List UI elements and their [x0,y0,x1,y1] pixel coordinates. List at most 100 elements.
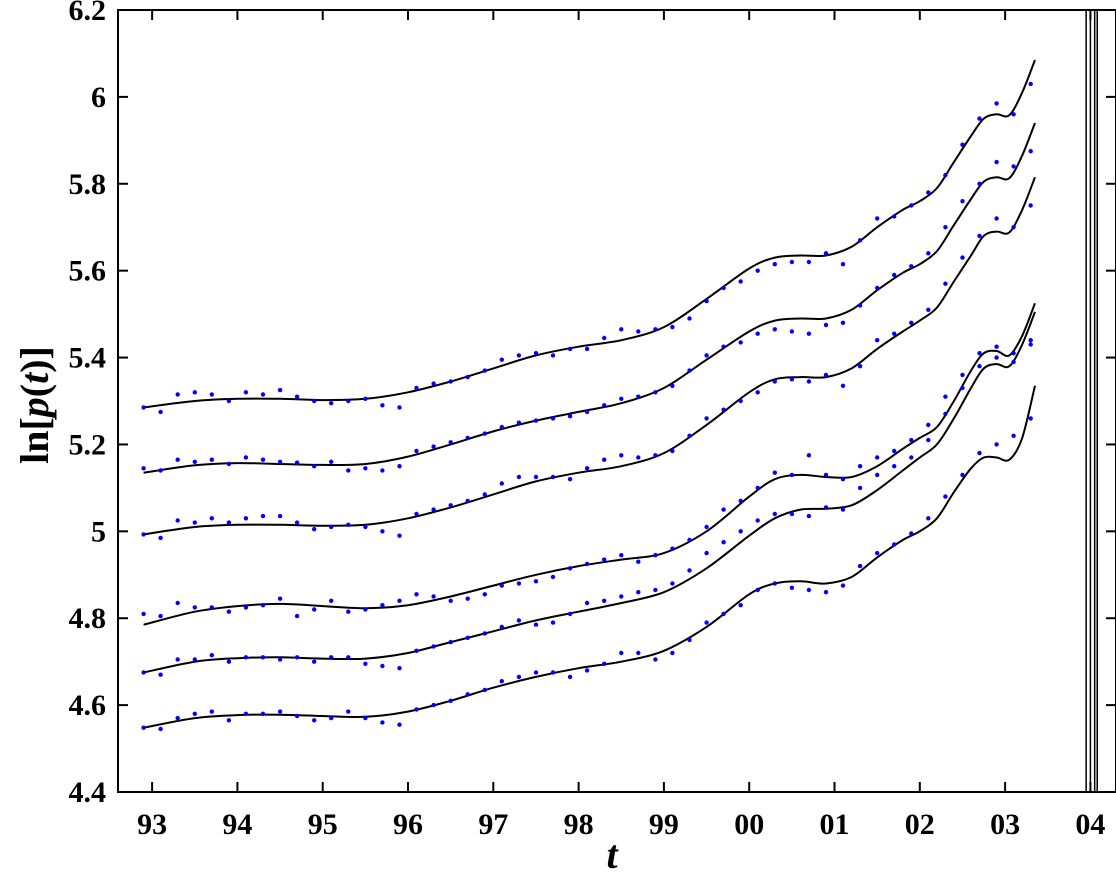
data-point-s3-47 [943,394,948,399]
data-point-s1-48 [960,199,965,204]
data-point-s4-4 [209,653,214,658]
data-point-s5-9 [294,713,300,719]
data-point-s1-14 [380,468,385,473]
data-point-s5-31 [670,650,675,656]
data-point-s1-16 [414,448,419,454]
y-tick-label-8: 6 [91,81,106,114]
data-point-s4-22 [516,618,522,623]
x-tick-label-4: 97 [478,808,508,841]
data-point-s4-28 [619,594,624,599]
data-point-s2-39 [806,379,812,384]
data-point-s2-26 [584,466,590,471]
data-point-s4-5 [226,659,232,664]
data-point-s0-26 [584,346,590,352]
data-point-s3-40 [823,472,829,478]
data-point-s4-37 [772,511,777,517]
data-point-s3-22 [516,581,522,586]
data-point-s2-31 [670,448,675,454]
y-title-suffix: ] [12,346,57,359]
data-point-s0-42 [857,238,863,243]
y-axis-title: ln[p(t)] [12,346,57,464]
data-point-s1-9 [294,460,300,465]
y-tick-label-4: 5.2 [69,428,107,461]
data-point-s1-1 [158,468,163,473]
data-point-s5-23 [533,670,539,675]
data-point-s1-23 [533,418,539,423]
data-point-s2-3 [192,520,197,525]
data-point-s5-3 [192,711,197,716]
data-point-s1-35 [738,340,743,345]
data-point-s2-51 [1011,225,1016,230]
data-point-s1-25 [567,414,573,419]
data-point-s0-25 [567,346,573,352]
data-point-s1-32 [687,368,692,373]
data-point-s0-39 [806,259,812,265]
x-tick-label-6: 99 [649,808,679,841]
data-point-s3-17 [431,594,436,599]
data-point-s0-28 [619,327,624,332]
data-point-s4-1 [158,672,163,677]
data-point-s5-39 [806,587,812,593]
data-point-s5-48 [960,472,965,478]
data-point-s2-20 [482,492,487,497]
data-point-s3-2 [175,600,180,606]
data-point-s4-0 [141,670,146,675]
data-point-s5-17 [431,702,436,708]
y-tick-label-1: 4.6 [69,689,107,722]
y-tick-label-7: 5.8 [69,168,107,201]
data-point-s4-19 [465,635,470,640]
data-point-s3-14 [380,603,385,608]
data-point-s0-22 [516,353,522,358]
data-point-s2-13 [363,524,368,530]
data-point-s5-7 [260,711,266,716]
data-point-s5-16 [414,707,419,712]
data-point-s0-40 [823,251,829,256]
data-point-s2-32 [687,433,692,438]
y-tick-label-2: 4.8 [69,602,107,635]
data-point-s3-11 [329,598,334,603]
data-point-s3-39 [806,453,812,458]
data-point-s1-41 [840,320,846,325]
data-point-s3-32 [687,537,692,543]
data-point-s4-14 [380,663,385,669]
data-point-s5-14 [380,720,385,725]
data-point-s1-15 [397,464,402,469]
data-point-s1-52 [1028,149,1033,154]
data-point-s4-3 [192,657,197,662]
data-point-s1-47 [943,225,948,230]
data-point-s0-3 [192,390,197,395]
data-point-s2-11 [329,524,334,530]
data-point-s0-20 [482,368,487,373]
data-point-s2-4 [209,516,214,521]
x-tick-label-0: 93 [137,808,167,841]
x-tick-label-9: 02 [905,808,935,841]
data-point-s0-50 [994,101,999,106]
data-point-s0-18 [448,379,453,384]
data-point-s3-50 [994,344,999,349]
data-point-s2-17 [431,507,436,512]
data-point-s3-41 [840,477,846,482]
data-point-s3-27 [602,557,607,562]
data-point-s4-21 [499,624,504,630]
data-point-s5-4 [209,709,214,714]
data-point-s4-11 [329,655,334,660]
x-tick-label-8: 01 [820,808,850,841]
data-point-s4-10 [312,659,317,664]
data-point-s4-17 [431,644,436,649]
data-point-s3-38 [789,472,795,478]
data-point-s4-38 [789,511,795,517]
data-point-s2-37 [772,379,777,384]
data-point-s3-5 [226,609,232,614]
data-point-s2-5 [226,520,232,525]
data-point-s5-13 [363,715,368,721]
data-point-s0-17 [431,381,436,386]
plot-frame [117,9,1116,793]
data-point-s2-34 [721,407,726,412]
data-point-s1-33 [704,353,709,358]
data-point-s3-10 [312,607,317,612]
data-point-s5-15 [397,722,402,727]
data-point-s2-23 [533,474,539,480]
data-point-s2-40 [823,372,829,378]
data-point-s1-44 [892,272,897,278]
